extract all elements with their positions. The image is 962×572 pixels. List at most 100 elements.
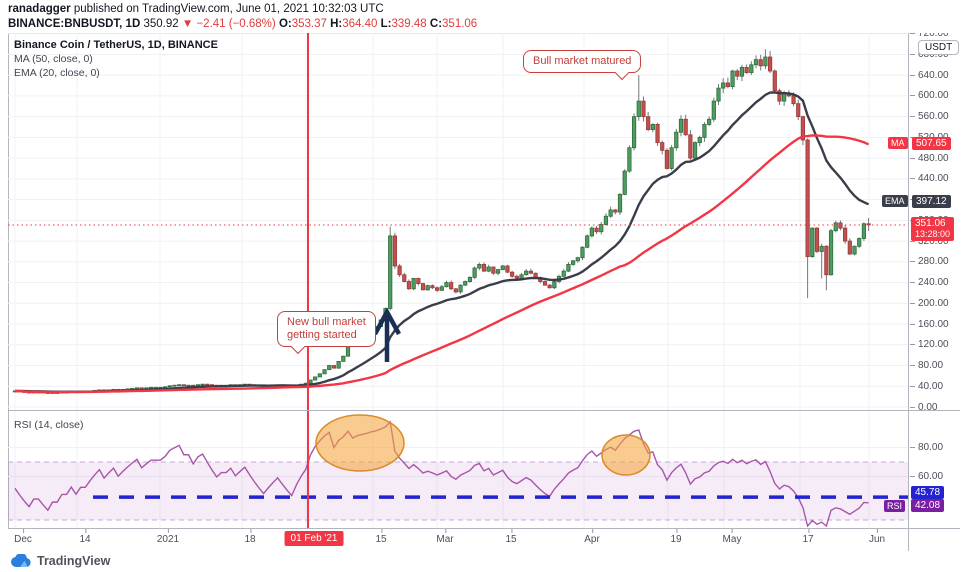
candle-body	[547, 284, 552, 289]
candle-body	[420, 283, 426, 291]
candle-body	[753, 59, 759, 66]
time-tick: Mar	[436, 529, 454, 545]
time-tick: Apr	[584, 529, 600, 545]
candle-body	[571, 260, 576, 265]
time-tick: Dec	[14, 529, 32, 545]
candle-body	[514, 275, 519, 279]
candle-body	[491, 266, 496, 274]
candle-body	[725, 82, 730, 87]
rsi-series-line	[14, 420, 869, 528]
candle-body	[627, 147, 632, 172]
candle-body	[683, 118, 688, 136]
candle-body	[828, 230, 834, 276]
time-tick: Jun	[868, 529, 886, 545]
open-label: O:	[278, 18, 292, 30]
candle-body	[397, 265, 402, 276]
tradingview-brand[interactable]: TradingView	[10, 554, 110, 568]
candle-body	[177, 384, 182, 387]
candle-body	[749, 64, 754, 73]
candle-body	[439, 286, 444, 291]
close-label: C:	[429, 18, 443, 30]
candle-body	[444, 282, 449, 288]
rsi-pane[interactable]	[8, 411, 908, 528]
candle-body	[833, 222, 838, 232]
indicator-lines[interactable]	[8, 91, 908, 394]
price-pane[interactable]	[8, 33, 908, 411]
rsi-band	[8, 461, 908, 521]
price-tick: 80.00	[909, 360, 944, 372]
candle-body	[843, 227, 848, 242]
candle-body	[392, 235, 397, 267]
candle-body	[711, 100, 716, 120]
legend-ma-row[interactable]: MA (50, close, 0)	[14, 53, 93, 65]
legend-ema-row[interactable]: EMA (20, close, 0)	[14, 67, 100, 79]
candlestick-series[interactable]	[12, 49, 871, 394]
candle-body	[791, 95, 796, 105]
candle-body	[730, 70, 735, 87]
candle-body	[317, 373, 322, 378]
time-tick: May	[722, 529, 742, 545]
candle-body	[819, 245, 824, 252]
pane-separator[interactable]	[8, 410, 960, 411]
ma-price-badge: 507.65	[912, 137, 951, 150]
rsi-overlays[interactable]	[93, 414, 908, 499]
candle-body	[810, 227, 815, 258]
grid-lines	[8, 33, 908, 411]
bubble-bull-market-matured[interactable]: Bull market matured	[523, 50, 642, 81]
bubble-new-bull-market[interactable]: New bull market getting started	[277, 311, 376, 355]
bar-countdown: 13:28:00	[915, 229, 951, 239]
rsi-value-badge: 42.08	[911, 499, 945, 512]
price-axis[interactable]: USDT 0.00 40.00 80.00 120.00 160.00 200.00 240…	[908, 33, 960, 551]
rsi-tick: 60.00	[909, 471, 944, 482]
candle-body	[402, 274, 407, 282]
candle-body	[463, 281, 468, 286]
candle-body	[580, 246, 585, 259]
candle-body	[322, 369, 327, 375]
price-tick: 40.00	[909, 380, 944, 392]
candle-body	[622, 170, 627, 195]
candle-body	[646, 116, 651, 131]
last-price-value: 351.06	[915, 218, 946, 229]
rsi-legend-row[interactable]: RSI (14, close)	[14, 419, 84, 431]
legend-symbol-title[interactable]: Binance Coin / TetherUS, 1D, BINANCE	[14, 39, 218, 51]
candle-body	[678, 118, 684, 133]
candle-body	[449, 282, 454, 290]
candle-body	[767, 56, 773, 72]
ema-side-pill: EMA	[882, 195, 908, 207]
candle-body	[838, 222, 843, 229]
publish-header: ranadagger published on TradingView.com,…	[8, 2, 477, 32]
candle-body	[824, 245, 829, 276]
main-legend[interactable]: Binance Coin / TetherUS, 1D, BINANCE MA …	[14, 38, 218, 80]
change-arrow-icon: ▼	[181, 18, 194, 30]
candle-body	[331, 365, 337, 369]
drawing-overlays[interactable]	[373, 307, 401, 362]
price-tick: 280.00	[910, 256, 949, 268]
rsi-tick: 80.00	[909, 442, 944, 453]
candle-body	[575, 257, 580, 262]
candle-body	[716, 87, 721, 102]
event-vertical-line[interactable]	[307, 33, 309, 528]
candle-body	[327, 365, 332, 371]
candle-body	[594, 227, 599, 233]
candle-body	[617, 194, 623, 213]
time-axis[interactable]: Dec 14 2021 18 01 Feb '21 15 Mar 15 Apr 19 May 17 Ju…	[8, 529, 908, 551]
axis-separator	[8, 528, 960, 529]
tradingview-cloud-icon	[11, 554, 31, 567]
candle-body	[702, 124, 707, 138]
bubble-text-line2: getting started	[287, 329, 357, 341]
candle-body	[505, 265, 510, 273]
up-arrow-annotation[interactable]	[373, 307, 401, 362]
candle-body	[533, 272, 538, 278]
candle-body	[861, 223, 866, 239]
candle-body	[406, 281, 412, 290]
price-tick: 320.00	[910, 235, 949, 247]
price-tick: 640.00	[910, 69, 949, 81]
price-change: −2.41 (−0.68%)	[196, 18, 276, 30]
candle-body	[739, 66, 745, 77]
candle-body	[195, 384, 201, 387]
high-value: 364.40	[342, 18, 378, 30]
symbol-interval: BINANCE:BNBUSDT, 1D	[8, 18, 141, 30]
candle-body	[692, 142, 698, 159]
time-tick: 19	[670, 529, 682, 545]
rsi-line[interactable]	[14, 420, 869, 528]
